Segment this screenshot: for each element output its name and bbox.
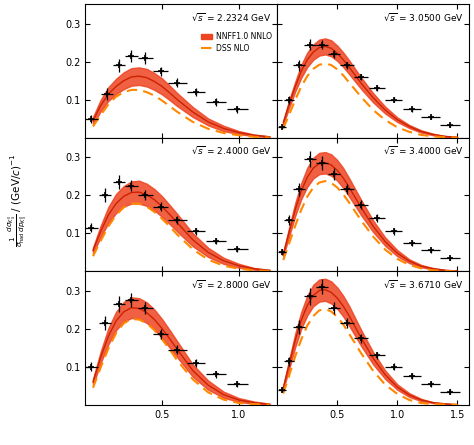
Text: $\sqrt{s}$ = 2.8000 GeV: $\sqrt{s}$ = 2.8000 GeV [191,278,272,290]
Text: $\sqrt{s}$ = 2.2324 GeV: $\sqrt{s}$ = 2.2324 GeV [191,11,272,23]
Text: $\sqrt{s}$ = 2.4000 GeV: $\sqrt{s}$ = 2.4000 GeV [191,145,272,156]
Text: $\sqrt{s}$ = 3.0500 GeV: $\sqrt{s}$ = 3.0500 GeV [383,11,464,23]
Text: $\sqrt{s}$ = 3.6710 GeV: $\sqrt{s}$ = 3.6710 GeV [383,278,464,290]
Legend: NNFF1.0 NNLO, DSS NLO: NNFF1.0 NNLO, DSS NLO [201,32,272,53]
Text: $\sqrt{s}$ = 3.4000 GeV: $\sqrt{s}$ = 3.4000 GeV [383,145,464,156]
Text: $\frac{1}{\sigma_{\rm had}} \frac{d\sigma_{K^0_S}}{dp_{K^0_S}}$ / (GeV/$c$)$^{-1: $\frac{1}{\sigma_{\rm had}} \frac{d\sigm… [5,154,28,247]
